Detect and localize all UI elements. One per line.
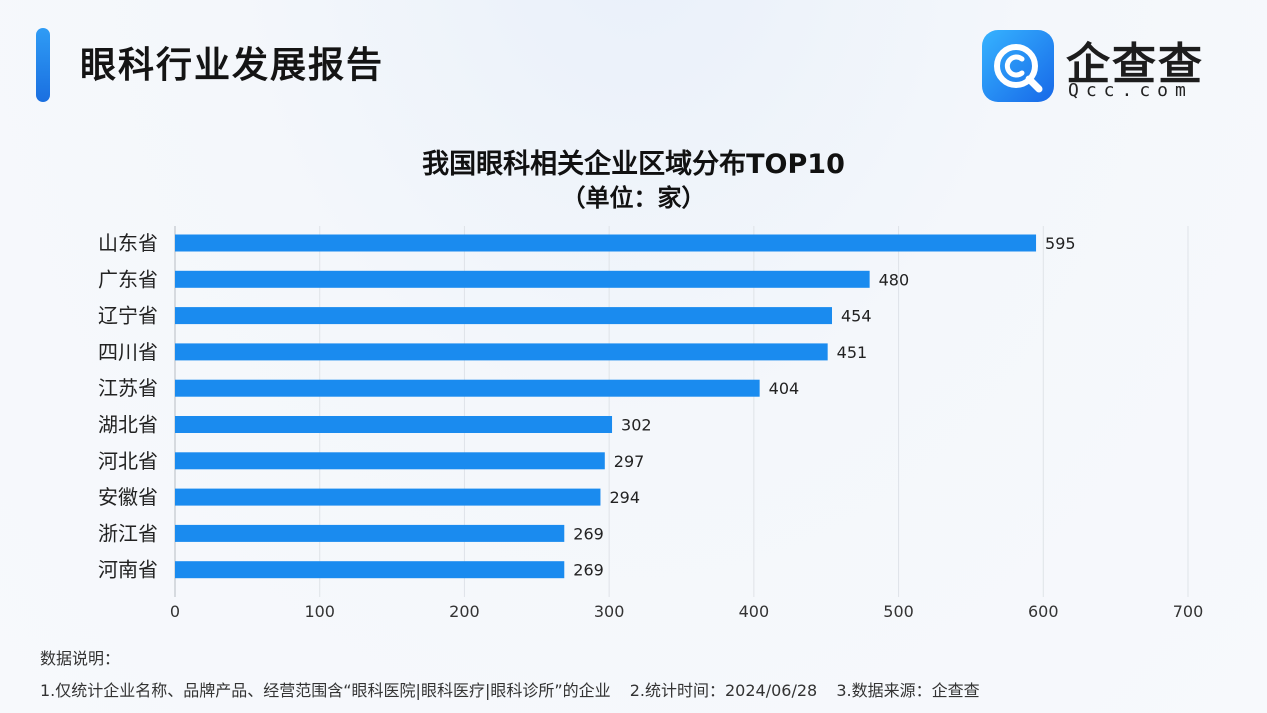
category-label: 四川省 [98, 340, 158, 364]
note-item-3: 3.数据来源：企查查 [836, 681, 980, 700]
category-label: 江苏省 [98, 376, 158, 400]
x-tick-label: 600 [1028, 602, 1059, 621]
chart-unit: （单位：家） [561, 184, 706, 212]
x-tick-label: 300 [594, 602, 625, 621]
category-label: 安徽省 [98, 485, 158, 509]
category-label: 山东省 [98, 231, 158, 255]
category-label: 河北省 [98, 449, 158, 473]
x-tick-label: 700 [1173, 602, 1204, 621]
x-tick-label: 500 [883, 602, 914, 621]
bar [175, 561, 565, 579]
x-tick-label: 200 [449, 602, 480, 621]
category-label: 湖北省 [98, 413, 158, 437]
value-label: 480 [879, 270, 910, 289]
bar [175, 524, 565, 542]
category-label: 浙江省 [98, 521, 158, 545]
chart-title: 我国眼科相关企业区域分布TOP10 [422, 149, 845, 180]
category-label: 辽宁省 [98, 304, 158, 328]
title-accent-bar [36, 28, 50, 102]
notes-line: 1.仅统计企业名称、品牌产品、经营范围含“眼科医院|眼科医疗|眼科诊所”的企业 … [40, 677, 994, 701]
x-tick-label: 400 [739, 602, 770, 621]
value-label: 269 [573, 524, 604, 543]
bar [175, 379, 760, 397]
value-label: 451 [837, 343, 868, 362]
value-label: 454 [841, 307, 872, 326]
value-label: 595 [1045, 234, 1076, 253]
report-title: 眼科行业发展报告 [80, 45, 385, 86]
value-label: 269 [573, 561, 604, 580]
bar [175, 416, 613, 433]
bar [175, 488, 601, 506]
value-label: 404 [769, 379, 800, 398]
notes-title: 数据说明： [40, 649, 121, 668]
bar [175, 307, 833, 325]
x-tick-label: 100 [304, 602, 335, 621]
category-label: 广东省 [98, 267, 158, 291]
value-label: 297 [614, 452, 645, 471]
bar [175, 270, 870, 288]
qcc-logo: 企查查 Qcc.com [982, 28, 1232, 104]
x-tick-label: 0 [170, 602, 180, 621]
category-label: 河南省 [98, 558, 158, 582]
bar [175, 234, 1037, 252]
note-item-1: 1.仅统计企业名称、品牌产品、经营范围含“眼科医院|眼科医疗|眼科诊所”的企业 [40, 681, 611, 700]
note-item-2: 2.统计时间：2024/06/28 [629, 681, 818, 700]
bar [175, 452, 605, 470]
logo-name: 企查查 [1066, 39, 1204, 90]
qcc-magnifier-logo-icon [982, 30, 1054, 102]
bar [175, 343, 828, 361]
logo-domain: Qcc.com [1068, 80, 1193, 101]
value-label: 302 [621, 416, 652, 435]
value-label: 294 [609, 488, 640, 507]
